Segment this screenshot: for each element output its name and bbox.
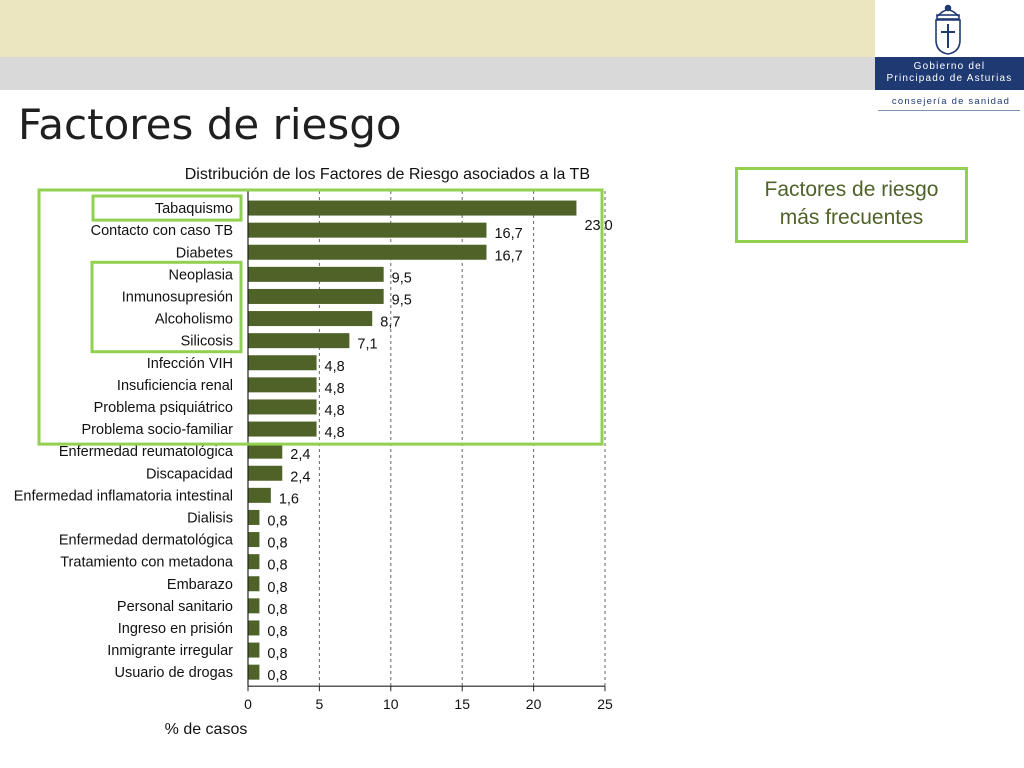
category-label: Alcoholismo xyxy=(155,312,233,328)
category-label: Personal sanitario xyxy=(117,599,233,615)
bar xyxy=(248,443,283,459)
bar xyxy=(248,266,384,282)
value-label: 4,8 xyxy=(325,425,345,441)
callout-box: Factores de riesgo más frecuentes xyxy=(735,167,968,243)
x-axis-title: % de casos xyxy=(165,721,248,738)
category-label: Enfermedad dermatológica xyxy=(59,533,234,549)
bar xyxy=(248,421,317,437)
value-label: 16,7 xyxy=(494,248,522,264)
category-label: Tabaquismo xyxy=(155,201,233,217)
value-label: 9,5 xyxy=(392,270,412,286)
bar xyxy=(248,620,260,636)
bar xyxy=(248,576,260,592)
value-label: 0,8 xyxy=(267,536,287,552)
category-label: Contacto con caso TB xyxy=(91,223,233,239)
category-label: Diabetes xyxy=(176,245,233,261)
value-label: 0,8 xyxy=(267,624,287,640)
x-tick-label: 20 xyxy=(526,696,542,712)
x-tick-label: 0 xyxy=(244,696,252,712)
category-label: Tratamiento con metadona xyxy=(60,555,234,571)
value-label: 1,6 xyxy=(279,491,299,507)
value-label: 4,8 xyxy=(325,359,345,375)
highlight-box-group xyxy=(90,260,243,354)
bar xyxy=(248,244,487,260)
category-label: Discapacidad xyxy=(146,466,233,482)
value-label: 4,8 xyxy=(325,403,345,419)
chart-title: Distribución de los Factores de Riesgo a… xyxy=(184,166,590,183)
category-label: Inmigrante irregular xyxy=(107,643,233,659)
x-tick-label: 5 xyxy=(316,696,324,712)
value-label: 16,7 xyxy=(494,226,522,242)
value-label: 0,8 xyxy=(267,558,287,574)
logo-line-1: Gobierno del xyxy=(913,61,986,72)
callout-line-2: más frecuentes xyxy=(779,206,924,229)
header-subband xyxy=(0,57,875,90)
callout-line-1: Factores de riesgo xyxy=(764,178,939,201)
crest-icon xyxy=(935,4,961,55)
government-name: Gobierno del Principado de Asturias xyxy=(875,57,1024,90)
value-label: 2,4 xyxy=(290,469,310,485)
x-tick-label: 25 xyxy=(597,696,613,712)
bar xyxy=(248,532,260,548)
value-label: 23,0 xyxy=(584,218,612,234)
page-title: Factores de riesgo xyxy=(18,100,402,149)
value-label: 0,8 xyxy=(267,668,287,684)
category-label: Problema socio-familiar xyxy=(82,422,234,438)
highlight-box-top xyxy=(91,194,243,222)
value-label: 0,8 xyxy=(267,513,287,529)
bar xyxy=(248,598,260,614)
category-label: Ingreso en prisión xyxy=(118,621,233,637)
value-label: 7,1 xyxy=(357,337,377,353)
bar-chart: 0 5 10 15 20 25 Tabaquismo 23,0 Contacto con cas… xyxy=(14,188,613,738)
value-label: 0,8 xyxy=(267,646,287,662)
bar xyxy=(248,222,487,238)
bar xyxy=(248,642,260,658)
logo-line-2: Principado de Asturias xyxy=(886,73,1013,84)
category-label: Inmunosupresión xyxy=(122,289,233,305)
category-label: Insuficiencia renal xyxy=(117,378,233,394)
bar xyxy=(248,465,283,481)
x-tick-label: 15 xyxy=(454,696,470,712)
category-label: Problema psiquiátrico xyxy=(94,400,233,416)
category-label: Enfermedad inflamatoria intestinal xyxy=(14,488,233,504)
logo-divider xyxy=(878,110,1020,111)
bar xyxy=(248,487,271,503)
bar xyxy=(248,377,317,393)
bar xyxy=(248,399,317,415)
value-label: 4,8 xyxy=(325,381,345,397)
category-label: Usuario de drogas xyxy=(115,665,234,681)
category-label: Infección VIH xyxy=(147,356,233,372)
category-label: Neoplasia xyxy=(169,267,234,283)
category-label: Enfermedad reumatológica xyxy=(59,444,234,460)
bar xyxy=(248,355,317,371)
bar xyxy=(248,333,350,349)
bar xyxy=(248,554,260,570)
highlight-box-main xyxy=(37,188,604,446)
department-name: consejería de sanidad xyxy=(891,96,1011,107)
value-label: 0,8 xyxy=(267,602,287,618)
category-label: Silicosis xyxy=(181,334,233,350)
bar xyxy=(248,664,260,680)
header-band xyxy=(0,0,875,57)
bar xyxy=(248,200,577,216)
bar xyxy=(248,509,260,525)
bar xyxy=(248,311,373,327)
category-label: Embarazo xyxy=(167,577,233,593)
value-label: 2,4 xyxy=(290,447,310,463)
value-label: 8,7 xyxy=(380,315,400,331)
category-label: Dialisis xyxy=(187,510,233,526)
bar xyxy=(248,288,384,304)
value-label: 9,5 xyxy=(392,292,412,308)
x-tick-label: 10 xyxy=(383,696,399,712)
value-label: 0,8 xyxy=(267,580,287,596)
